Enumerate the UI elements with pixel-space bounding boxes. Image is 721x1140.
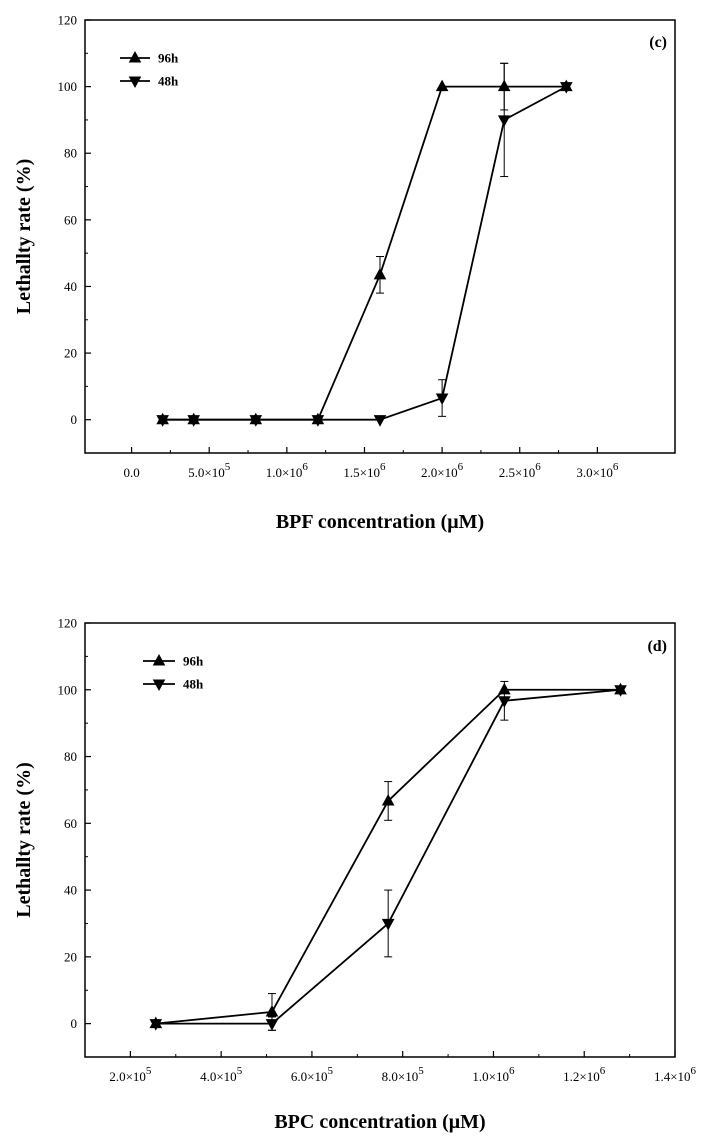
- y-tick-label: 120: [58, 13, 78, 28]
- x-tick-label: 2.0×105: [109, 1065, 152, 1084]
- y-axis-title: Lethallty rate (%): [13, 159, 35, 315]
- data-point-48h: [373, 415, 387, 427]
- y-tick-label: 20: [64, 346, 77, 361]
- data-point-96h: [373, 267, 387, 280]
- data-point-96h: [381, 793, 395, 806]
- y-tick-label: 40: [64, 279, 77, 294]
- data-point-48h: [311, 415, 325, 427]
- y-tick-label: 60: [64, 212, 77, 227]
- chart-panel-c: 0 20 40 60 80 100 120 0.0 5.0×105 1.0×106 1.5×106 2…: [13, 13, 676, 533]
- y-tick-label: 0: [71, 1016, 78, 1031]
- data-point-48h: [187, 415, 200, 427]
- x-axis-title: BPC concentration (μM): [274, 1111, 485, 1133]
- x-tick-label: 3.0×106: [576, 461, 619, 480]
- y-tick-label: 60: [64, 816, 77, 831]
- data-point-48h: [498, 696, 511, 708]
- panel-label: (c): [649, 34, 667, 51]
- legend-marker: [152, 654, 166, 666]
- panel-label: (d): [647, 638, 667, 655]
- y-tick-label: 20: [64, 949, 77, 964]
- y-tick-label: 120: [58, 616, 78, 631]
- y-tick-label: 80: [64, 146, 77, 161]
- data-point-48h: [560, 82, 573, 94]
- chart-panel-d: 0 20 40 60 80 100 120 2.0×105 4.0×105 6.0×105 8.0×…: [13, 616, 697, 1134]
- y-tick-label: 40: [64, 883, 77, 898]
- x-tick-label: 1.5×106: [343, 461, 386, 480]
- legend-marker: [128, 51, 142, 63]
- data-point-48h: [149, 1019, 163, 1031]
- data-point-48h: [435, 393, 449, 406]
- x-tick-label: 5.0×105: [188, 461, 231, 480]
- x-tick-label: 1.0×106: [472, 1065, 515, 1084]
- y-axis-title: Lethallty rate (%): [13, 762, 35, 918]
- y-tick-label: 80: [64, 749, 77, 764]
- legend-label-96h: 96h: [158, 51, 179, 66]
- x-tick-label: 2.0×106: [421, 461, 464, 480]
- legend-label-96h: 96h: [183, 654, 204, 669]
- x-tick-label: 1.0×106: [266, 461, 309, 480]
- data-point-48h: [265, 1019, 279, 1031]
- data-point-48h: [614, 685, 627, 697]
- data-point-48h: [381, 918, 395, 931]
- data-point-48h: [249, 415, 263, 427]
- series-line-48h: [155, 688, 621, 1025]
- data-point-48h: [497, 115, 511, 127]
- x-axis-title: BPF concentration (μM): [276, 511, 484, 533]
- data-point-96h: [265, 1004, 279, 1017]
- x-tick-label: 8.0×105: [382, 1065, 425, 1084]
- series-line-96h: [155, 688, 621, 1025]
- data-point-48h: [156, 415, 169, 427]
- plot-frame: [84, 19, 676, 454]
- data-point-96h: [435, 79, 449, 92]
- legend-label-48h: 48h: [158, 74, 179, 89]
- series-line-48h: [162, 85, 567, 421]
- x-tick-label: 1.2×106: [563, 1065, 606, 1084]
- plot-frame: [84, 622, 676, 1058]
- legend-marker: [128, 76, 142, 88]
- x-tick-label: 2.5×106: [499, 461, 542, 480]
- y-tick-label: 100: [58, 682, 78, 697]
- x-tick-label: 1.4×106: [654, 1065, 697, 1084]
- legend-marker: [152, 679, 166, 691]
- y-tick-label: 0: [71, 412, 78, 427]
- y-tick-label: 100: [58, 79, 78, 94]
- x-tick-label: 4.0×105: [200, 1065, 243, 1084]
- x-tick-label: 6.0×105: [291, 1065, 334, 1084]
- series-line-96h: [162, 85, 567, 421]
- legend-label-48h: 48h: [183, 677, 204, 692]
- x-tick-label: 0.0: [123, 465, 139, 480]
